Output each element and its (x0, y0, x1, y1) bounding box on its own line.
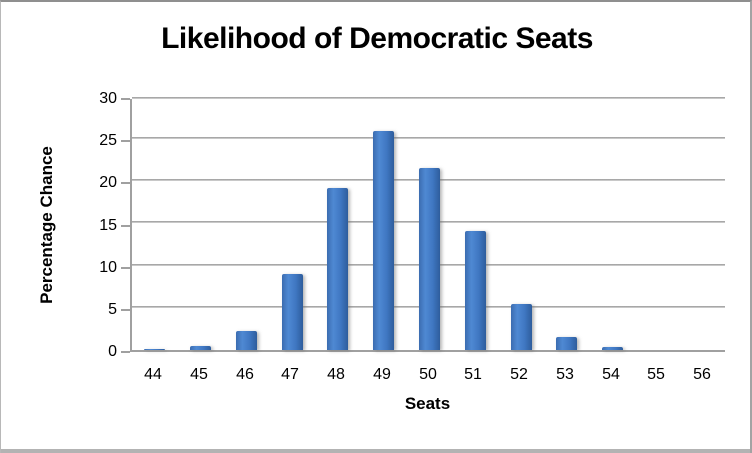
x-tick-label-51: 51 (464, 366, 482, 383)
x-tick-label-52: 52 (510, 366, 528, 383)
x-tick-label-45: 45 (190, 366, 208, 383)
bar-44 (144, 349, 165, 350)
x-tick-label-47: 47 (281, 366, 299, 383)
bar-52 (511, 304, 532, 350)
x-tick-label-53: 53 (556, 366, 574, 383)
y-tick-30 (121, 98, 130, 100)
bar-51 (465, 231, 486, 350)
y-tick-label-25: 25 (99, 132, 117, 149)
x-tick-label-55: 55 (647, 366, 665, 383)
y-tick-25 (121, 140, 130, 142)
y-tick-label-10: 10 (99, 259, 117, 276)
bar-48 (327, 188, 348, 350)
gridline-25 (132, 137, 725, 139)
y-tick-5 (121, 309, 130, 311)
bar-53 (556, 337, 577, 350)
x-tick-label-46: 46 (236, 366, 254, 383)
x-tick-label-49: 49 (373, 366, 391, 383)
gridline-30 (132, 97, 725, 99)
y-tick-label-15: 15 (99, 217, 117, 234)
y-tick-label-20: 20 (99, 174, 117, 191)
y-tick-0 (121, 351, 130, 353)
bottom-border (1, 449, 750, 453)
y-tick-15 (121, 225, 130, 227)
plot-area (130, 97, 725, 352)
x-axis-title: Seats (404, 394, 451, 413)
bar-54 (602, 347, 623, 350)
x-tick-label-44: 44 (144, 366, 162, 383)
y-tick-10 (121, 267, 130, 269)
bar-47 (282, 274, 303, 350)
x-tick-label-50: 50 (419, 366, 437, 383)
chart-title: Likelihood of Democratic Seats (161, 22, 593, 55)
x-tick-label-54: 54 (602, 366, 620, 383)
y-tick-label-30: 30 (99, 90, 117, 107)
x-tick-label-56: 56 (693, 366, 711, 383)
bar-45 (190, 346, 211, 350)
y-axis-title: Percentage Chance (37, 146, 56, 304)
x-tick-label-48: 48 (327, 366, 345, 383)
y-tick-label-0: 0 (108, 343, 117, 360)
y-tick-label-5: 5 (108, 301, 117, 318)
y-tick-20 (121, 182, 130, 184)
bar-50 (419, 168, 440, 350)
bar-49 (373, 131, 394, 350)
bar-46 (236, 331, 257, 350)
